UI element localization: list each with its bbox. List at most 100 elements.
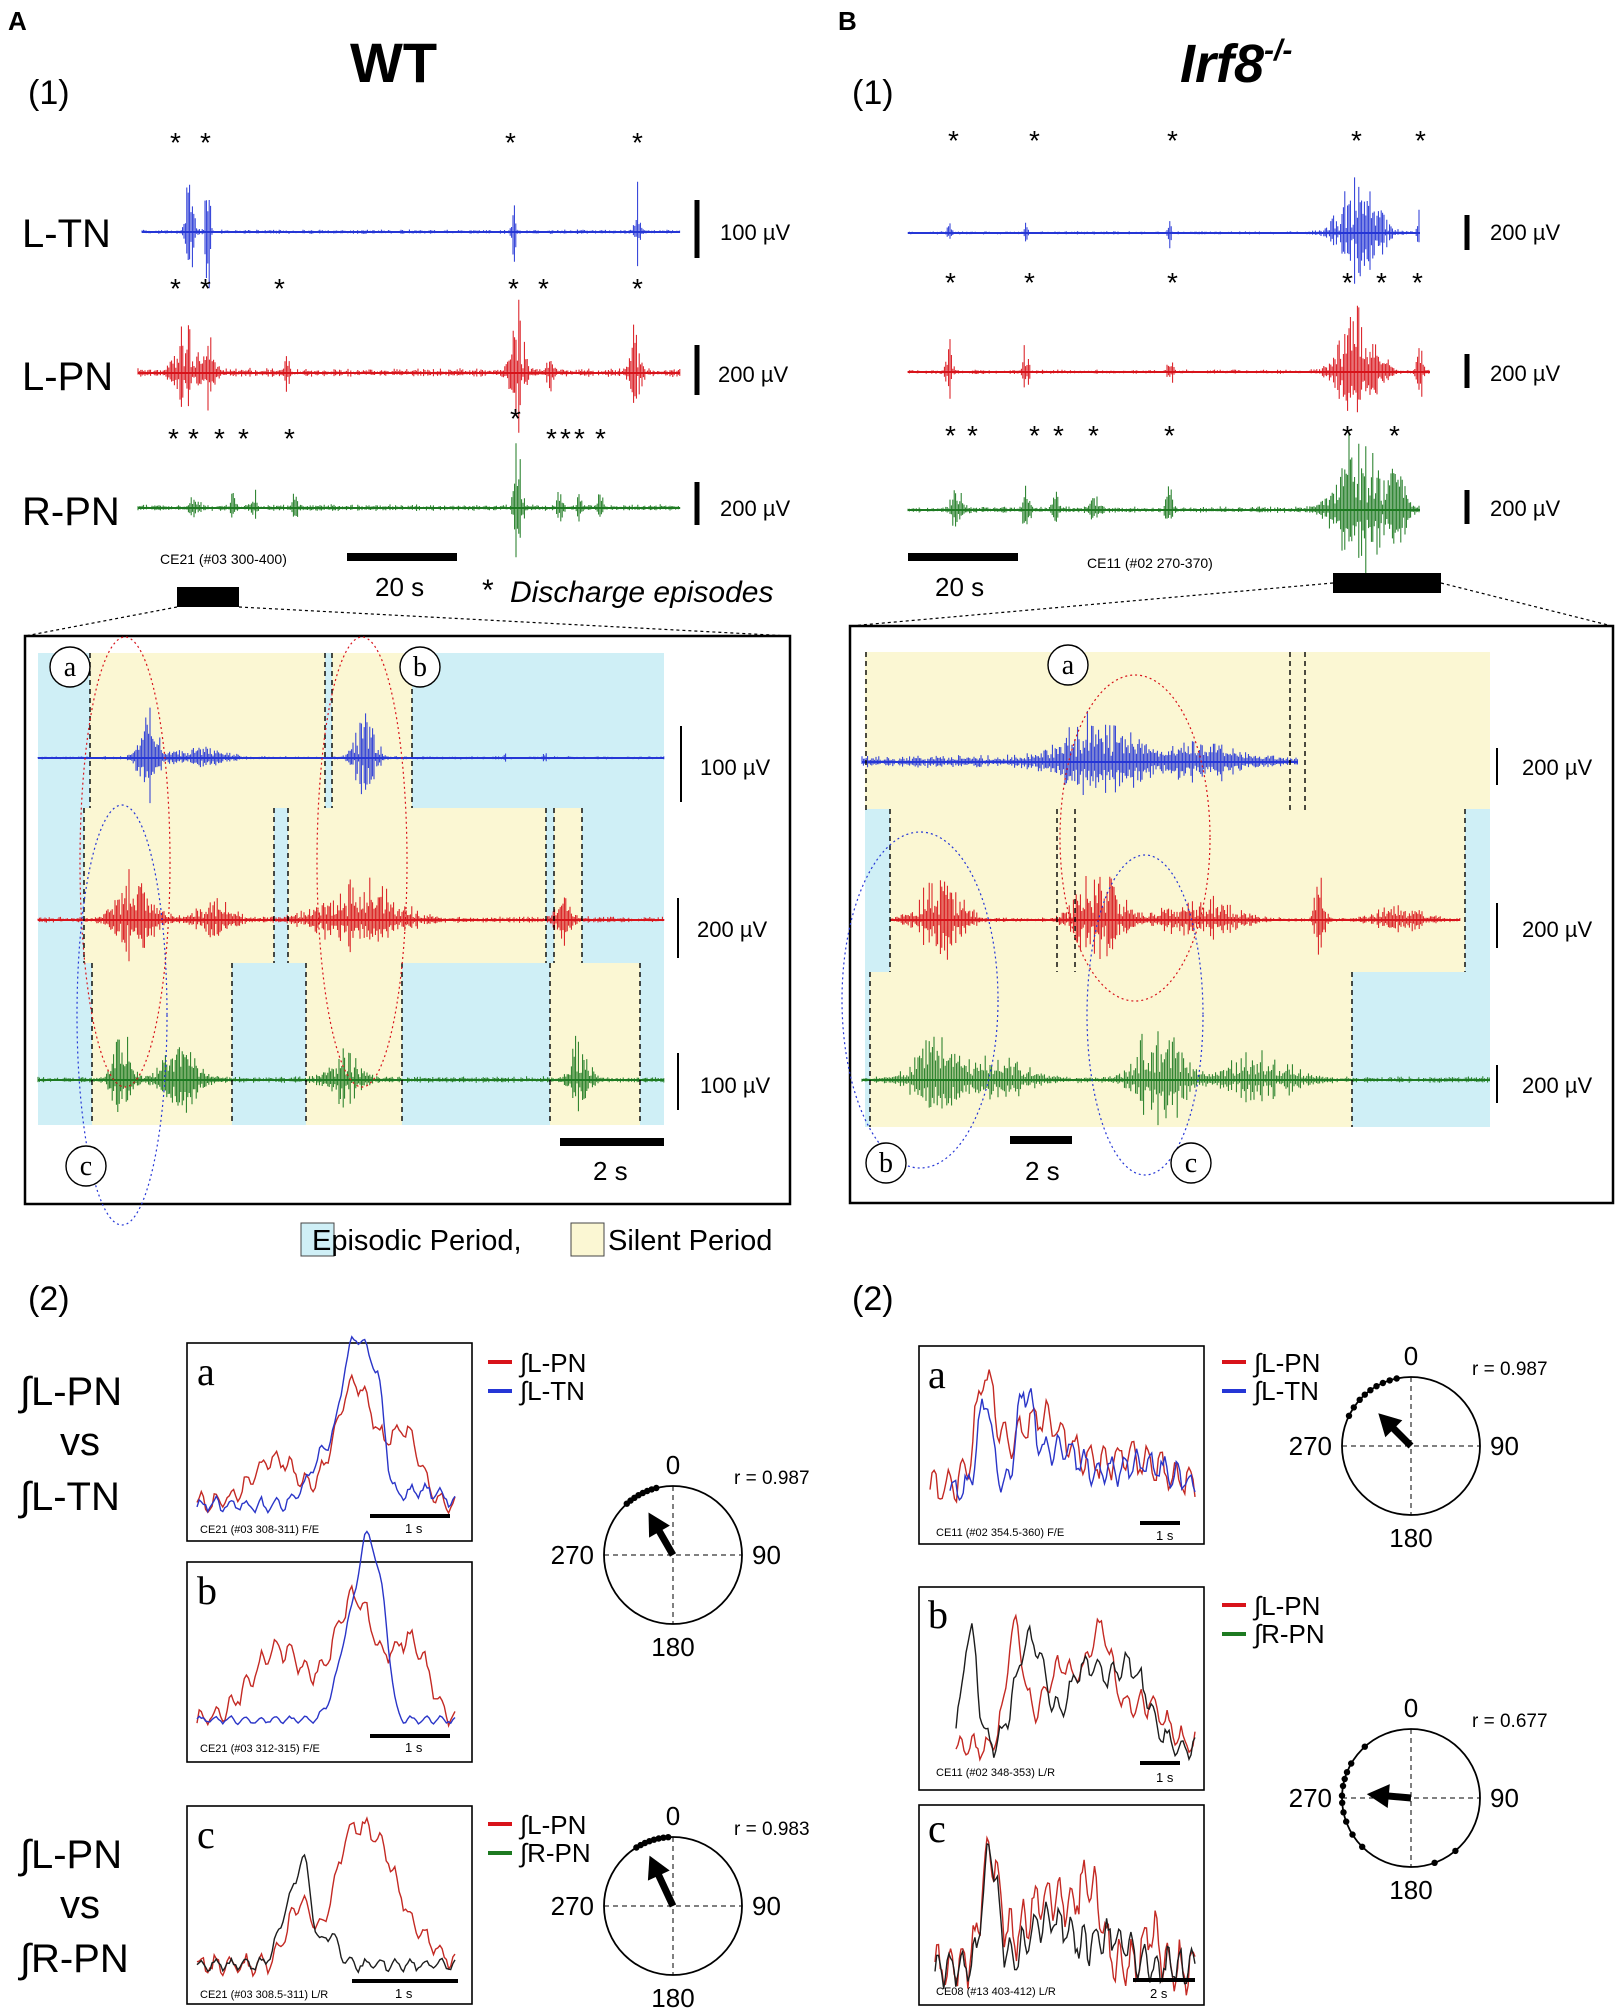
comp2-line2: ∫R-PN [18,1937,129,1981]
discharge-star: * [170,127,181,158]
ellipse-c [76,804,168,1226]
comp1-line1: ∫L-PN [18,1370,122,1414]
b-scale-1: 200 µV [1490,220,1560,245]
circle-marker-label: a [64,652,77,683]
legend1-l2: ∫L-TN [518,1376,585,1406]
discharge-star: * [560,423,571,454]
polar-point [1349,1831,1356,1838]
panel-a-section2: (2) [28,1280,70,1318]
polar-r-value: r = 0.983 [734,1819,810,1840]
polar-point [660,1834,667,1841]
time-scalebar-label: 20 s [375,572,424,602]
b-trace-overview-r-pn2 [907,431,1420,574]
polar-tick-label: 0 [1404,1693,1418,1723]
discharge-star: * [200,127,211,158]
panel-a-letter: A [8,6,27,36]
polar-arrow-head [648,1512,670,1538]
b-trace-a-caption: CE11 (#02 354.5-360) F/E [936,1527,1064,1539]
b-inset-scale-1: 200 µV [1522,755,1592,780]
polar-point [1343,1818,1350,1825]
recording-id-irf8: CE11 (#02 270-370) [1087,555,1213,571]
b-ellipse-a [1059,674,1211,1002]
panel-b-title: Irf8-/- [1180,34,1292,94]
b-int-c-black [934,1843,1196,1989]
polar-point [1339,1782,1347,1790]
comp1-vs: vs [60,1420,100,1464]
discharge-star: * [595,423,606,454]
b-trace-a-bar: 1 s [1156,1528,1174,1543]
inset-box-wt [23,634,792,1206]
scale-r-pn: 200 µV [720,496,790,521]
discharge-star: * [505,127,516,158]
discharge-star: * [214,423,225,454]
ellipse-a [79,636,171,1088]
b-int-c-red [934,1835,1196,1996]
b-legend1-l1: ∫L-PN [1252,1348,1320,1378]
int-a-blue [196,1335,456,1514]
polar-point [1373,1383,1380,1390]
zoom-region-marker [177,587,239,607]
discharge-star: * [508,273,519,304]
inset-traces-irf8: a b c [841,644,1490,1184]
discharge-star: * [1164,420,1175,451]
polar-r-value: r = 0.677 [1472,1711,1548,1732]
discharge-star: * [574,423,585,454]
b-time-label: 20 s [935,572,984,602]
panel-b: B (1) Irf8-/- * * * * * * * * * * * * * * * * * * * 200 µV… [838,6,1615,2006]
polar-point [1367,1387,1374,1394]
trace-c-label: c [197,1812,215,1857]
polar-tick-label: 180 [1389,1875,1432,1905]
circle-marker [399,646,441,688]
inset-box-irf8 [848,624,1615,1205]
inset-traces-wt: a b c [37,636,665,1226]
polar-tick-label: 270 [1289,1783,1332,1813]
inset-scale-2: 200 µV [697,917,767,942]
trace-overview-l-tn [141,181,681,289]
discharge-star: * [1053,420,1064,451]
polar-point [1393,1375,1400,1382]
polar-r-value: r = 0.987 [1472,1359,1548,1380]
polar-point [1356,1396,1363,1404]
polar-arrow-head [1378,1413,1403,1438]
discharge-star: * [1167,267,1178,298]
discharge-note: Discharge episodes [510,576,773,609]
discharge-star: * [1024,267,1035,298]
trace-overview-r-pn [137,443,681,558]
b-int-a-red [929,1369,1196,1504]
b-trace-b-label: b [928,1592,948,1637]
b-zoom-region-marker [1333,573,1441,593]
integrated-traces-irf8 [918,1345,1205,2006]
discharge-star: * [1389,420,1400,451]
polar-point [1343,1769,1351,1776]
panel-a-title: WT [350,31,437,94]
b-inset-scale-3: 200 µV [1522,1073,1592,1098]
trace-a-caption: CE21 (#03 308-311) F/E [200,1524,319,1536]
discharge-star: * [1342,420,1353,451]
discharge-star: * [1376,267,1387,298]
panel-b-letter: B [838,6,857,36]
b-trace-b-bar: 1 s [1156,1770,1174,1785]
row-label-l-pn: L-PN [22,355,113,399]
b-trace-c-caption: CE08 (#13 403-412) L/R [936,1986,1056,1998]
b-legend2-l2: ∫R-PN [1252,1619,1325,1649]
polar-point [1338,1792,1346,1799]
polar-point [665,1834,672,1841]
overview-traces-wt: * * * ** * * * * ** * * * *** * * * [137,127,681,558]
b-integrated-trace-box [918,1586,1205,1791]
int-c-red [196,1816,456,1978]
comp2-line1: ∫L-PN [18,1833,122,1877]
b-inset-time-label: 2 s [1025,1156,1060,1186]
polar-point [1361,1743,1369,1750]
polar-point [653,1484,660,1492]
polar-point [1340,1809,1347,1816]
discharge-star: * [948,125,959,156]
integrated-traces-wt [186,1335,473,2005]
b-scale-2: 200 µV [1490,361,1560,386]
polar-point [1348,1760,1355,1767]
b-inset-scale-2: 200 µV [1522,917,1592,942]
polar-tick-label: 0 [666,1801,680,1831]
discharge-star: * [1351,125,1362,156]
circle-marker-label: c [80,1151,92,1182]
polar-tick-label: 90 [1490,1783,1519,1813]
polar-tick-label: 270 [551,1891,594,1921]
